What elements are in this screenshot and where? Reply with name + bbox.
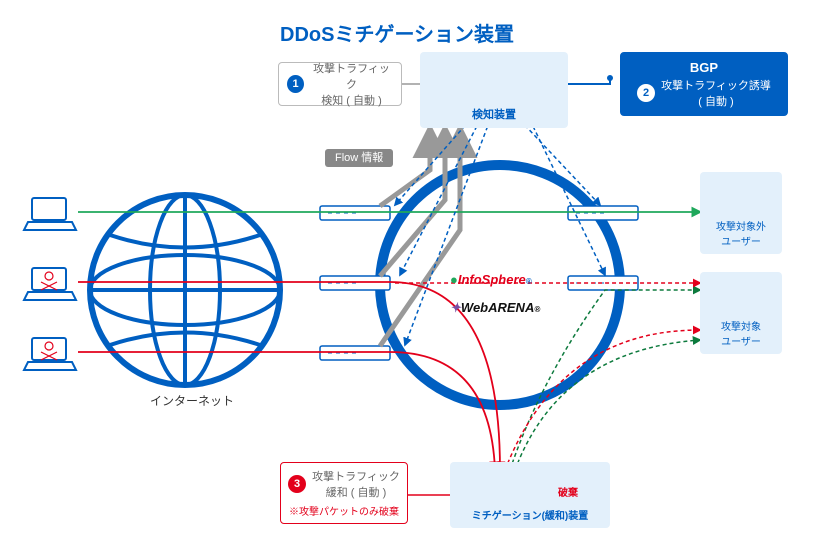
step3-line2: 緩和 ( 自動 ): [312, 484, 400, 500]
step2-badge: 2: [637, 84, 655, 102]
step2-heading: BGP: [690, 60, 718, 75]
laptop-normal: [24, 198, 76, 230]
diagram-title: DDoSミチゲーション装置: [280, 18, 514, 47]
detection-box: 検知装置: [420, 52, 568, 128]
step1-badge: 1: [287, 75, 304, 93]
flowinfo-pill: Flow 情報: [325, 148, 393, 166]
step3-badge: 3: [288, 475, 306, 493]
step1-line1: 攻撃トラフィック: [310, 60, 393, 92]
connector-2-dot: [607, 75, 613, 81]
laptop-attack-2: [24, 338, 76, 370]
attack-l1: 攻撃対象: [721, 318, 761, 333]
attack-l2: ユーザー: [721, 333, 761, 348]
step3-note: ※攻撃パケットのみ破棄: [289, 503, 399, 518]
brand-webarena: ✦WebARENA®: [450, 300, 540, 316]
step2-box: BGP 2 攻撃トラフィック誘導 ( 自動 ): [620, 52, 788, 116]
flow-attack-dashed: [395, 283, 700, 470]
detection-label: 検知装置: [472, 106, 516, 122]
mitigation-l2: ミチゲーション(緩和)装置: [472, 507, 588, 522]
nonattack-l2: ユーザー: [721, 233, 761, 248]
step2-line1: 攻撃トラフィック誘導: [661, 77, 771, 93]
nonattack-user-box: 攻撃対象外 ユーザー: [700, 172, 782, 254]
step1-line2: 検知 ( 自動 ): [310, 92, 393, 108]
mitigation-box: 破棄 ミチゲーション(緩和)装置: [450, 462, 610, 528]
flow-cleaned: [510, 290, 700, 470]
step1-box: 1 攻撃トラフィック 検知 ( 自動 ): [278, 62, 402, 106]
attack-user-box: 攻撃対象 ユーザー: [700, 272, 782, 354]
step3-line1: 攻撃トラフィック: [312, 468, 400, 484]
brand-infosphere: ●InfoSphere®: [450, 272, 532, 287]
internet-label: インターネット: [150, 392, 234, 409]
connector-2: [568, 80, 610, 84]
step3-box: 3 攻撃トラフィック 緩和 ( 自動 ) ※攻撃パケットのみ破棄: [280, 462, 408, 524]
nonattack-l1: 攻撃対象外: [716, 218, 766, 233]
globe-icon: [90, 195, 280, 385]
step2-line2: ( 自動 ): [661, 93, 771, 109]
laptop-attack-1: [24, 268, 76, 300]
mitigation-l1: 破棄: [558, 484, 578, 499]
